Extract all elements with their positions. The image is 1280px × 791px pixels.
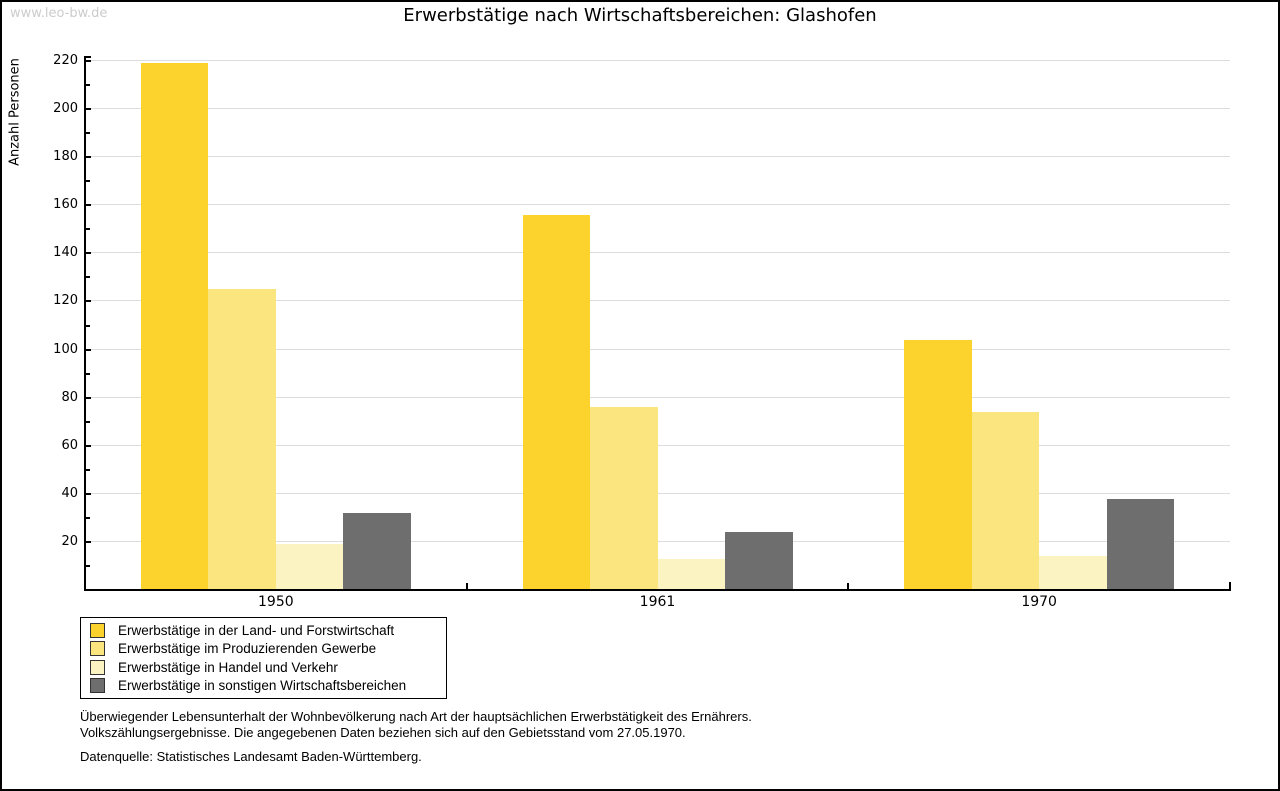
y-tick-minor-50 xyxy=(86,468,90,471)
x-tick-1 xyxy=(465,583,468,589)
y-tick-major-140 xyxy=(86,252,91,255)
x-tick-label-1950: 1950 xyxy=(258,594,294,610)
y-tick-minor-210 xyxy=(86,84,90,87)
bar-1970-series-1 xyxy=(904,339,972,590)
gridline-y-100 xyxy=(85,348,1230,350)
y-tick-major-100 xyxy=(86,348,91,351)
chart-title: Erwerbstätige nach Wirtschaftsbereichen:… xyxy=(403,5,877,26)
bar-1961-series-4 xyxy=(725,532,793,590)
y-tick-label-20: 20 xyxy=(61,533,78,549)
legend-label-1: Erwerbstätige in der Land- und Forstwirt… xyxy=(118,622,395,638)
gridline-y-60 xyxy=(85,444,1230,446)
site-watermark: www.leo-bw.de xyxy=(10,6,108,21)
y-tick-minor-110 xyxy=(86,324,90,327)
gridline-y-40 xyxy=(85,492,1230,494)
bar-1950-series-1 xyxy=(140,63,209,590)
legend-box: Erwerbstätige in der Land- und Forstwirt… xyxy=(80,617,447,699)
y-tick-label-160: 160 xyxy=(53,197,78,213)
y-tick-label-180: 180 xyxy=(53,149,78,165)
bar-1950-series-3 xyxy=(275,544,344,590)
y-axis-line xyxy=(84,56,86,591)
y-tick-minor-130 xyxy=(86,276,90,279)
legend-item-2: Erwerbstätige im Produzierenden Gewerbe xyxy=(81,640,446,658)
gridline-y-200 xyxy=(85,108,1230,110)
x-axis-end-cap xyxy=(1229,582,1231,590)
y-tick-label-40: 40 xyxy=(61,485,78,501)
y-tick-label-120: 120 xyxy=(53,293,78,309)
bar-1961-series-3 xyxy=(657,558,725,590)
gridline-y-160 xyxy=(85,204,1230,206)
y-tick-major-200 xyxy=(86,108,91,111)
y-tick-minor-90 xyxy=(86,372,90,375)
footnote-line-2: Volkszählungsergebnisse. Die angegebenen… xyxy=(80,725,686,740)
gridline-y-220 xyxy=(85,60,1230,61)
y-tick-label-100: 100 xyxy=(53,341,78,357)
bar-1961-series-2 xyxy=(590,407,658,590)
y-tick-minor-10 xyxy=(86,564,90,567)
y-tick-major-40 xyxy=(86,492,91,495)
gridline-y-20 xyxy=(85,540,1230,542)
legend-label-2: Erwerbstätige im Produzierenden Gewerbe xyxy=(118,641,377,657)
y-tick-major-80 xyxy=(86,396,91,399)
y-tick-label-220: 220 xyxy=(53,53,78,68)
legend-swatch-2 xyxy=(90,641,105,657)
bar-1950-series-2 xyxy=(208,289,276,590)
y-tick-label-140: 140 xyxy=(53,245,78,261)
y-tick-minor-70 xyxy=(86,420,90,423)
bar-1970-series-2 xyxy=(971,412,1040,590)
y-tick-label-80: 80 xyxy=(61,389,78,405)
y-tick-minor-150 xyxy=(86,228,90,231)
legend-label-3: Erwerbstätige in Handel und Verkehr xyxy=(118,659,338,675)
y-axis-end-cap xyxy=(84,56,91,58)
y-tick-label-200: 200 xyxy=(53,101,78,117)
bar-1950-series-4 xyxy=(343,513,411,590)
y-tick-minor-190 xyxy=(86,132,90,135)
y-tick-major-20 xyxy=(86,540,91,543)
legend-item-3: Erwerbstätige in Handel und Verkehr xyxy=(81,658,446,676)
y-tick-major-180 xyxy=(86,156,91,159)
legend-item-4: Erwerbstätige in sonstigen Wirtschaftsbe… xyxy=(81,677,446,695)
data-source-note: Datenquelle: Statistisches Landesamt Bad… xyxy=(80,749,422,764)
bar-1970-series-4 xyxy=(1106,498,1175,590)
x-axis-line xyxy=(84,589,1231,591)
x-tick-2 xyxy=(847,583,850,589)
gridline-y-80 xyxy=(85,396,1230,398)
y-tick-major-160 xyxy=(86,204,91,207)
y-tick-major-60 xyxy=(86,444,91,447)
y-tick-minor-170 xyxy=(86,180,90,183)
x-tick-label-1970: 1970 xyxy=(1021,594,1057,610)
x-tick-label-1961: 1961 xyxy=(639,594,676,610)
y-tick-label-60: 60 xyxy=(61,437,78,453)
y-tick-major-120 xyxy=(86,300,91,303)
gridline-y-140 xyxy=(85,252,1230,254)
legend-swatch-3 xyxy=(90,659,105,675)
bar-1970-series-3 xyxy=(1039,556,1107,590)
legend-swatch-4 xyxy=(90,678,105,694)
legend-item-1: Erwerbstätige in der Land- und Forstwirt… xyxy=(81,621,446,639)
legend-label-4: Erwerbstätige in sonstigen Wirtschaftsbe… xyxy=(118,678,407,694)
y-tick-major-220 xyxy=(86,60,91,62)
legend-swatch-1 xyxy=(90,622,105,638)
y-tick-minor-30 xyxy=(86,516,90,519)
bar-1961-series-1 xyxy=(522,214,590,590)
footnote-line-1: Überwiegender Lebensunterhalt der Wohnbe… xyxy=(80,709,752,724)
gridline-y-180 xyxy=(85,156,1230,158)
plot-area xyxy=(85,60,1230,590)
gridline-y-120 xyxy=(85,300,1230,302)
